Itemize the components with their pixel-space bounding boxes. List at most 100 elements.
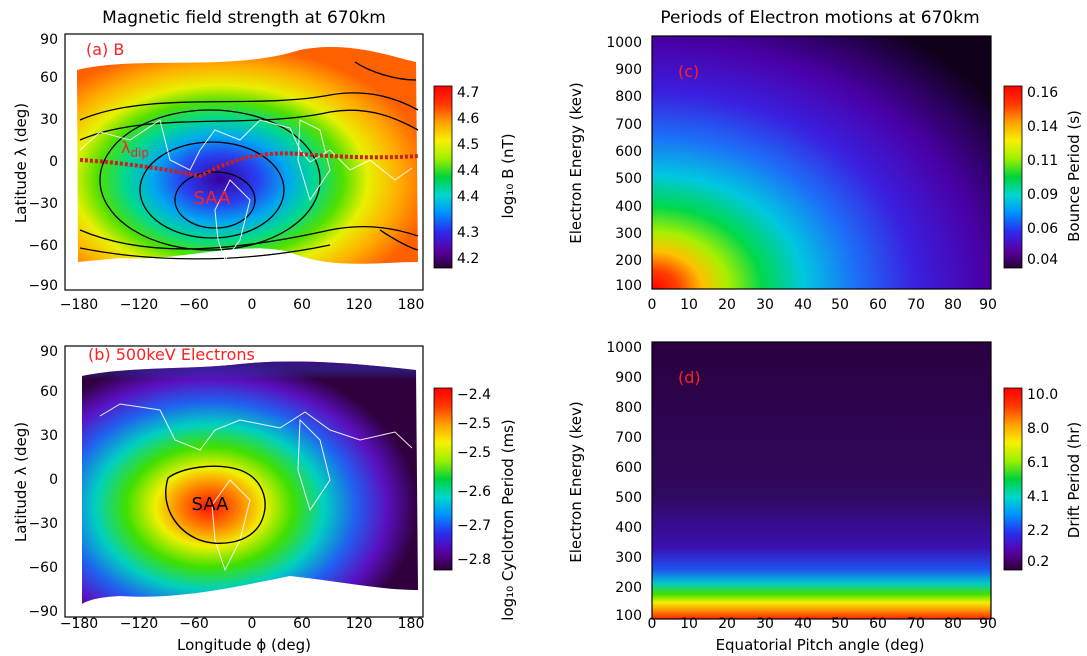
panel-c-ytick: 500 <box>615 171 642 187</box>
panel-d-xtick: 50 <box>831 616 849 632</box>
panel-c-colorbar <box>1003 85 1023 269</box>
panel-c-ytick: 700 <box>615 117 642 133</box>
panel-a-colorbar <box>433 85 453 269</box>
panel-a-ytick: 60 <box>40 70 58 86</box>
panel-d-ytick: 200 <box>615 580 642 596</box>
panel-c-cbtick: 0.11 <box>1027 153 1058 169</box>
panel-c-ytick: 300 <box>615 226 642 242</box>
panel-d-xtick: 70 <box>907 616 925 632</box>
panel-d-ytick: 1000 <box>606 340 642 356</box>
panel-a-ytick: −90 <box>28 278 58 294</box>
panel-a-title: Magnetic field strength at 670km <box>102 8 386 28</box>
panel-d-drift-period: (d) Electron Energy (kev) 1000 900 800 7… <box>567 340 1083 654</box>
panel-b-xtick: −180 <box>60 616 98 632</box>
panel-b-colorbar <box>433 387 453 571</box>
panel-d-cbtick: 0.2 <box>1027 554 1049 570</box>
panel-d-xtick: 40 <box>794 616 812 632</box>
panel-a-plot-area <box>65 34 423 290</box>
panel-d-cbtick: 4.1 <box>1027 489 1049 505</box>
panel-b-yticks: 90 60 30 0 −30 −60 −90 <box>28 344 58 620</box>
panel-b-xtick: 180 <box>398 616 425 632</box>
panel-b-cyclotron-period: (b) 500keV Electrons SAA Latitude λ (deg… <box>12 344 517 654</box>
panel-a-contour-lines <box>79 61 419 260</box>
panel-d-colorbar-label: Drift Period (hr) <box>1065 422 1083 538</box>
panel-c-ylabel: Electron Energy (kev) <box>567 82 585 244</box>
panel-d-ytick: 700 <box>615 430 642 446</box>
panel-d-xticks: 0 10 20 30 40 50 60 70 80 90 <box>648 616 997 632</box>
panel-d-ytick: 300 <box>615 550 642 566</box>
panel-c-xtick: 80 <box>944 297 962 313</box>
panel-d-heatmap <box>652 342 991 619</box>
panel-c-bounce-period: Periods of Electron motions at 670km (c)… <box>567 8 1083 313</box>
panel-d-ytick: 500 <box>615 490 642 506</box>
panel-b-ytick: 30 <box>40 428 58 444</box>
panel-b-coastlines <box>99 403 413 451</box>
panel-b-cbtick: −2.5 <box>457 445 491 461</box>
panel-a-magnetic-field: Magnetic field strength at 670km (a) B λ… <box>12 8 517 313</box>
panel-a-cbtick: 4.4 <box>457 189 479 205</box>
panel-a-saa-label: SAA <box>194 188 232 209</box>
panel-c-ytick: 400 <box>615 199 642 215</box>
panel-d-cbtick: 2.2 <box>1027 523 1049 539</box>
panel-c-heatmap <box>652 36 991 289</box>
panel-b-saa-contour <box>165 465 266 544</box>
panel-b-xtick: −120 <box>120 616 158 632</box>
panel-d-cbtick: 8.0 <box>1027 421 1049 437</box>
panel-b-ylabel: Latitude λ (deg) <box>12 422 30 542</box>
panel-a-label: (a) B <box>86 40 124 59</box>
panel-d-ytick: 100 <box>615 608 642 624</box>
panel-c-ytick: 200 <box>615 253 642 269</box>
panel-a-xtick: −180 <box>60 297 98 313</box>
panel-b-coastlines-2 <box>211 418 331 572</box>
panel-a-dip-symbol: λ <box>121 138 130 157</box>
panel-d-xtick: 0 <box>648 616 657 632</box>
panel-d-ytick: 900 <box>615 370 642 386</box>
panel-d-xtick: 10 <box>680 616 698 632</box>
panel-c-cbtick: 0.16 <box>1027 85 1058 101</box>
panel-b-ytick: 90 <box>40 344 58 360</box>
panel-b-saa-label: SAA <box>192 494 230 515</box>
panel-d-xtick: 20 <box>718 616 736 632</box>
panel-a-cbtick: 4.2 <box>457 251 479 267</box>
panel-d-ytick: 800 <box>615 400 642 416</box>
panel-b-ytick: −60 <box>28 560 58 576</box>
panel-d-ylabel: Electron Energy (kev) <box>567 401 585 563</box>
panel-c-ytick: 800 <box>615 89 642 105</box>
panel-b-ytick: −90 <box>28 604 58 620</box>
panel-c-xtick: 0 <box>648 297 657 313</box>
panel-b-top-shade <box>82 361 418 420</box>
panel-b-cbtick: −2.7 <box>457 518 491 534</box>
panel-d-xtick: 30 <box>756 616 774 632</box>
panel-c-colorbar-ticks: 0.16 0.14 0.11 0.09 0.06 0.04 <box>1027 85 1058 268</box>
panel-b-frame <box>64 345 424 618</box>
panel-d-xtick: 60 <box>869 616 887 632</box>
panel-c-xticks: 0 10 20 30 40 50 60 70 80 90 <box>648 297 997 313</box>
panel-a-ylabel: Latitude λ (deg) <box>12 103 30 223</box>
panel-d-cbtick: 10.0 <box>1027 387 1058 403</box>
panel-b-xtick: 0 <box>248 616 257 632</box>
panel-d-colorbar-ticks: 10.0 8.0 6.1 4.1 2.2 0.2 <box>1027 387 1058 570</box>
panel-b-colorbar-label: log₁₀ Cyclotron Period (ms) <box>499 419 517 620</box>
panel-c-ytick: 900 <box>615 62 642 78</box>
panel-c-xtick: 40 <box>794 297 812 313</box>
panel-d-yticks: 1000 900 800 700 600 500 400 300 200 100 <box>606 340 642 624</box>
panel-c-colorbar-label: Bounce Period (s) <box>1065 110 1083 242</box>
panel-d-xtick: 80 <box>944 616 962 632</box>
panel-a-xtick: 120 <box>346 297 373 313</box>
panel-b-colorbar-ticks: −2.4 −2.5 −2.5 −2.6 −2.7 −2.8 <box>457 387 491 568</box>
panel-a-cbtick: 4.4 <box>457 163 479 179</box>
panel-a-coastlines-2 <box>214 119 331 262</box>
panel-c-xtick: 90 <box>979 297 997 313</box>
panel-a-cbtick: 4.5 <box>457 137 479 153</box>
panel-a-ytick: 30 <box>40 112 58 128</box>
panel-a-dip-equator <box>79 151 419 179</box>
panel-c-xtick: 50 <box>831 297 849 313</box>
panel-d-ytick: 600 <box>615 460 642 476</box>
panel-d-xtick: 90 <box>979 616 997 632</box>
panel-b-label: (b) 500keV Electrons <box>88 345 255 364</box>
panel-a-field-map <box>77 47 418 264</box>
panel-a-xtick: 180 <box>398 297 425 313</box>
panel-a-xtick: 0 <box>248 297 257 313</box>
panel-a-xtick: 60 <box>293 297 311 313</box>
